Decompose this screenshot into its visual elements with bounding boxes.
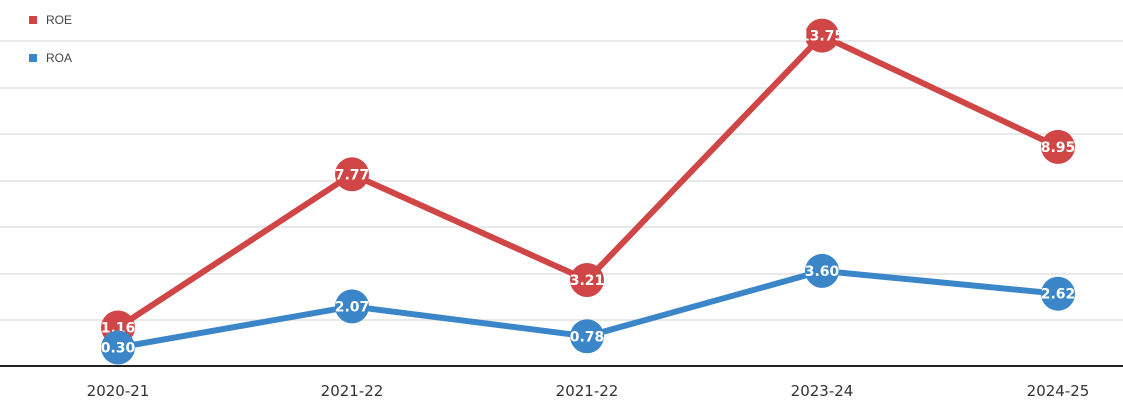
roa-point-4 bbox=[805, 253, 839, 288]
x-tick-label-4: 2023-24 bbox=[791, 382, 854, 400]
legend-label-roe: ROE bbox=[46, 13, 72, 27]
legend: ROE ROA bbox=[29, 13, 72, 65]
roe-point-3 bbox=[570, 263, 604, 297]
x-axis-tick-labels: 2020-21 2021-22 2021-22 2023-24 2024-25 bbox=[87, 382, 1090, 400]
roe-data-label-2: 7.77 bbox=[335, 167, 370, 183]
roe-data-label-1: 1.16 bbox=[101, 321, 136, 337]
legend-swatch-roa bbox=[29, 54, 37, 62]
roe-data-label-5: 8.95 bbox=[1041, 140, 1076, 156]
roe-point-4 bbox=[805, 18, 839, 53]
legend-swatch-roe bbox=[29, 16, 37, 24]
gridlines bbox=[0, 40, 1123, 321]
x-tick-label-2: 2021-22 bbox=[321, 382, 384, 400]
roe-data-label-4: 13.75 bbox=[800, 29, 844, 45]
series-lines bbox=[115, 32, 1061, 351]
roa-data-label-4: 3.60 bbox=[805, 264, 840, 280]
x-tick-label-5: 2024-25 bbox=[1027, 382, 1090, 400]
roe-point-5 bbox=[1041, 129, 1075, 164]
roa-data-label-1: 0.30 bbox=[101, 341, 136, 357]
roe-point-2 bbox=[335, 157, 369, 192]
x-tick-label-1: 2020-21 bbox=[87, 382, 150, 400]
legend-label-roa: ROA bbox=[46, 51, 72, 65]
roa-data-label-5: 2.62 bbox=[1041, 287, 1076, 303]
roe-data-label-3: 3.21 bbox=[570, 273, 605, 289]
roa-point-2 bbox=[335, 289, 369, 324]
roa-data-label-2: 2.07 bbox=[335, 299, 370, 315]
roa-data-label-3: 0.78 bbox=[570, 329, 605, 345]
data-markers: 1.16 7.77 3.21 13.75 8.95 0.30 2.07 0.78 3.60 2.6… bbox=[101, 18, 1076, 365]
roa-point-3 bbox=[570, 319, 604, 354]
roa-point-5 bbox=[1041, 276, 1075, 311]
roa-point-1 bbox=[101, 330, 135, 365]
x-tick-label-3: 2021-22 bbox=[556, 382, 619, 400]
